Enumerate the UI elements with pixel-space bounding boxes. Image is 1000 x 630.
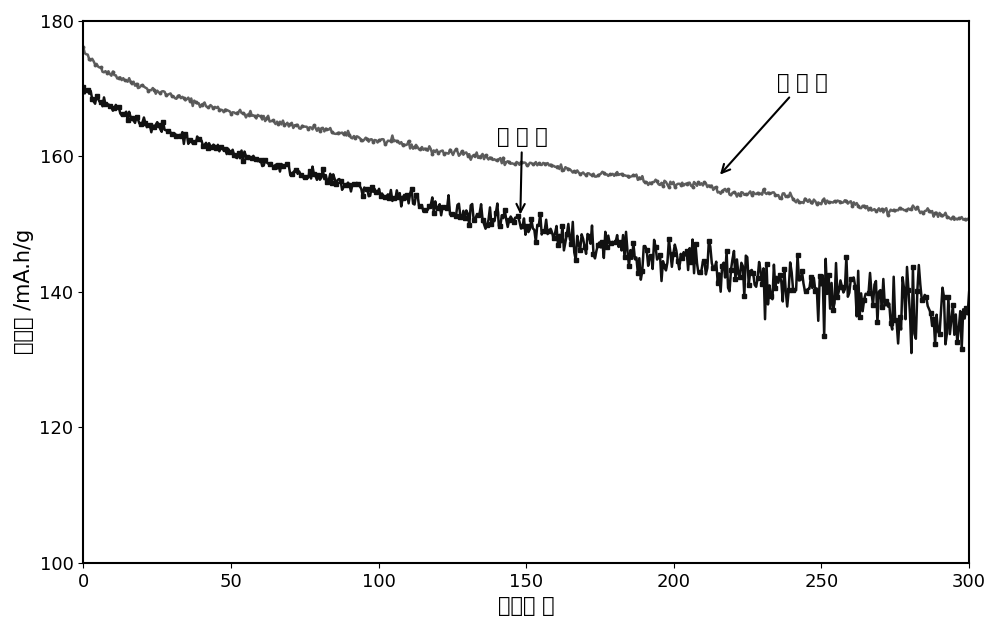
Text: 实 施 例: 实 施 例 bbox=[722, 72, 828, 173]
Y-axis label: 克容量 /mA.h/g: 克容量 /mA.h/g bbox=[14, 229, 34, 355]
Text: 对 比 例: 对 比 例 bbox=[497, 127, 547, 212]
X-axis label: 循环次 数: 循环次 数 bbox=[498, 596, 555, 616]
